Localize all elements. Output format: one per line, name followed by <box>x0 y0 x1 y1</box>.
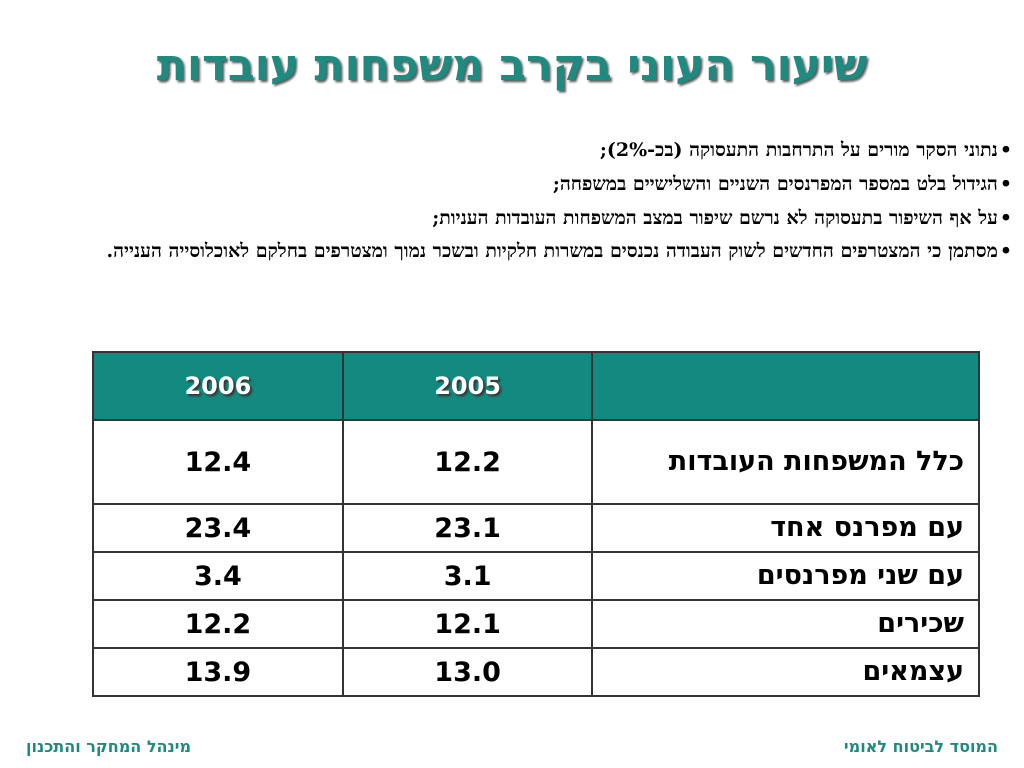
footer-department: מינהל המחקר והתכנון <box>26 737 192 756</box>
cell-2005: 12.2 <box>341 419 594 505</box>
bullet-item: •מסתמן כי המצטרפים החדשים לשוק העבודה נכ… <box>40 235 1013 269</box>
cell-2006: 12.2 <box>92 599 344 649</box>
table-row: כלל המשפחות העובדות 12.2 12.4 <box>92 419 980 505</box>
bullet-text: מסתמן כי המצטרפים החדשים לשוק העבודה נכנ… <box>106 240 998 263</box>
slide-title: שיעור העוני בקרב משפחות עובדות <box>156 40 868 91</box>
bullet-glyph: • <box>999 206 1012 229</box>
table-header-row: 2005 2006 <box>92 351 980 421</box>
cell-2005: 23.1 <box>341 503 594 553</box>
bullet-item: •הגידול בלט במספר המפרנסים השניים והשליש… <box>40 168 1012 202</box>
bullet-list: •נתוני הסקר מורים על התרחבות התעסוקה (בכ… <box>40 134 1013 269</box>
row-label: עם שני מפרנסים <box>591 551 980 601</box>
footer-organization: המוסד לביטוח לאומי <box>843 737 998 756</box>
cell-2006: 12.4 <box>92 419 344 505</box>
table-row: עם מפרנס אחד 23.1 23.4 <box>92 503 980 553</box>
row-label: שכירים <box>591 599 980 649</box>
cell-2006: 13.9 <box>92 647 344 697</box>
bullet-item: •על אף השיפור בתעסוקה לא נרשם שיפור במצב… <box>40 202 1012 236</box>
cell-2005: 3.1 <box>341 551 594 601</box>
cell-2005: 12.1 <box>341 599 594 649</box>
bullet-glyph: • <box>999 139 1012 161</box>
row-label: עצמאים <box>591 647 980 697</box>
bullet-text: הגידול בלט במספר המפרנסים השניים והשלישי… <box>552 172 998 195</box>
header-corner <box>591 351 980 421</box>
poverty-rate-table: 2005 2006 כלל המשפחות העובדות 12.2 12.4 … <box>92 351 980 697</box>
bullet-glyph: • <box>999 240 1012 263</box>
cell-2006: 3.4 <box>92 551 344 601</box>
row-label: כלל המשפחות העובדות <box>591 419 980 505</box>
cell-2005: 13.0 <box>341 647 594 697</box>
cell-2006: 23.4 <box>92 503 344 553</box>
table-row: עצמאים 13.0 13.9 <box>92 647 980 697</box>
bullet-item: •נתוני הסקר מורים על התרחבות התעסוקה (בכ… <box>40 134 1012 168</box>
header-2006: 2006 <box>92 351 344 421</box>
bullet-text: נתוני הסקר מורים על התרחבות התעסוקה (בכ-… <box>599 139 998 161</box>
table-row: עם שני מפרנסים 3.1 3.4 <box>92 551 980 601</box>
row-label: עם מפרנס אחד <box>591 503 980 553</box>
bullet-glyph: • <box>999 172 1012 195</box>
bullet-text: על אף השיפור בתעסוקה לא נרשם שיפור במצב … <box>432 206 998 229</box>
header-2005: 2005 <box>341 351 594 421</box>
table-row: שכירים 12.1 12.2 <box>92 599 980 649</box>
